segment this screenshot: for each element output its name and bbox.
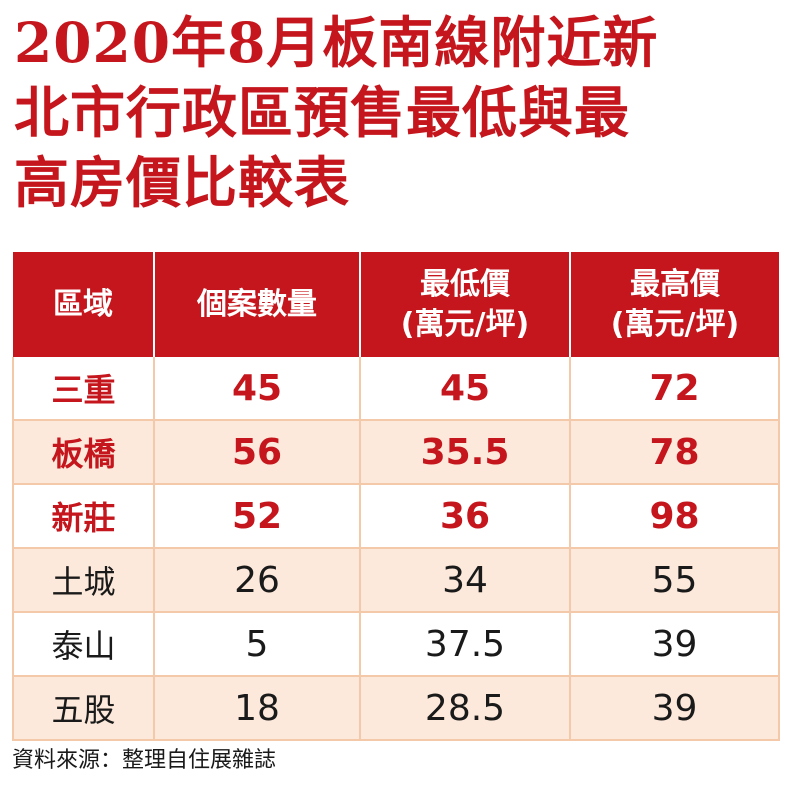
cell-min-price: 36 [359, 484, 570, 549]
header-area-label: 區域 [53, 286, 113, 322]
header-min-price: 最低價 (萬元/坪) [359, 252, 570, 357]
cell-max-price: 39 [569, 676, 780, 741]
cell-area: 土城 [12, 548, 154, 613]
cell-count: 26 [153, 548, 360, 613]
cell-max-price: 39 [569, 612, 780, 677]
cell-area: 三重 [12, 357, 154, 421]
cell-min-price: 45 [359, 357, 570, 421]
chart-title: 2020年8月板南線附近新 北市行政區預售最低與最 高房價比較表 [14, 8, 784, 218]
cell-count: 52 [153, 484, 360, 549]
header-max-price: 最高價 (萬元/坪) [569, 252, 779, 357]
cell-count: 56 [153, 420, 360, 485]
cell-max-price: 55 [569, 548, 780, 613]
cell-count: 18 [153, 676, 360, 741]
cell-area: 板橋 [12, 420, 154, 485]
table-row: 土城 26 34 55 [12, 548, 780, 613]
table-row: 五股 18 28.5 39 [12, 676, 780, 741]
title-line-1: 2020年8月板南線附近新 [14, 10, 659, 75]
header-count-label: 個案數量 [197, 286, 317, 322]
table-row: 板橋 56 35.5 78 [12, 420, 780, 485]
cell-count: 45 [153, 357, 360, 421]
cell-max-price: 98 [569, 484, 780, 549]
title-line-2: 北市行政區預售最低與最 [14, 80, 631, 145]
table-row: 泰山 5 37.5 39 [12, 612, 780, 677]
cell-area: 新莊 [12, 484, 154, 549]
cell-max-price: 72 [569, 357, 780, 421]
header-max-price-label: 最高價 [630, 266, 720, 302]
cell-min-price: 34 [359, 548, 570, 613]
header-min-price-unit: (萬元/坪) [400, 306, 530, 342]
cell-max-price: 78 [569, 420, 780, 485]
cell-area: 五股 [12, 676, 154, 741]
cell-min-price: 35.5 [359, 420, 570, 485]
cell-count: 5 [153, 612, 360, 677]
table-row: 新莊 52 36 98 [12, 484, 780, 549]
cell-min-price: 28.5 [359, 676, 570, 741]
cell-area: 泰山 [12, 612, 154, 677]
header-count: 個案數量 [153, 252, 360, 357]
header-max-price-unit: (萬元/坪) [610, 306, 740, 342]
cell-min-price: 37.5 [359, 612, 570, 677]
table-header-row: 區域 個案數量 最低價 (萬元/坪) 最高價 (萬元/坪) [13, 252, 779, 357]
source-note: 資料來源：整理自住展雜誌 [12, 748, 277, 773]
header-min-price-label: 最低價 [420, 266, 510, 302]
table-row: 三重 45 45 72 [12, 357, 780, 421]
title-line-3: 高房價比較表 [14, 150, 351, 215]
price-comparison-table: 區域 個案數量 最低價 (萬元/坪) 最高價 (萬元/坪) 三重 45 45 7… [12, 252, 780, 741]
header-area: 區域 [13, 252, 154, 357]
